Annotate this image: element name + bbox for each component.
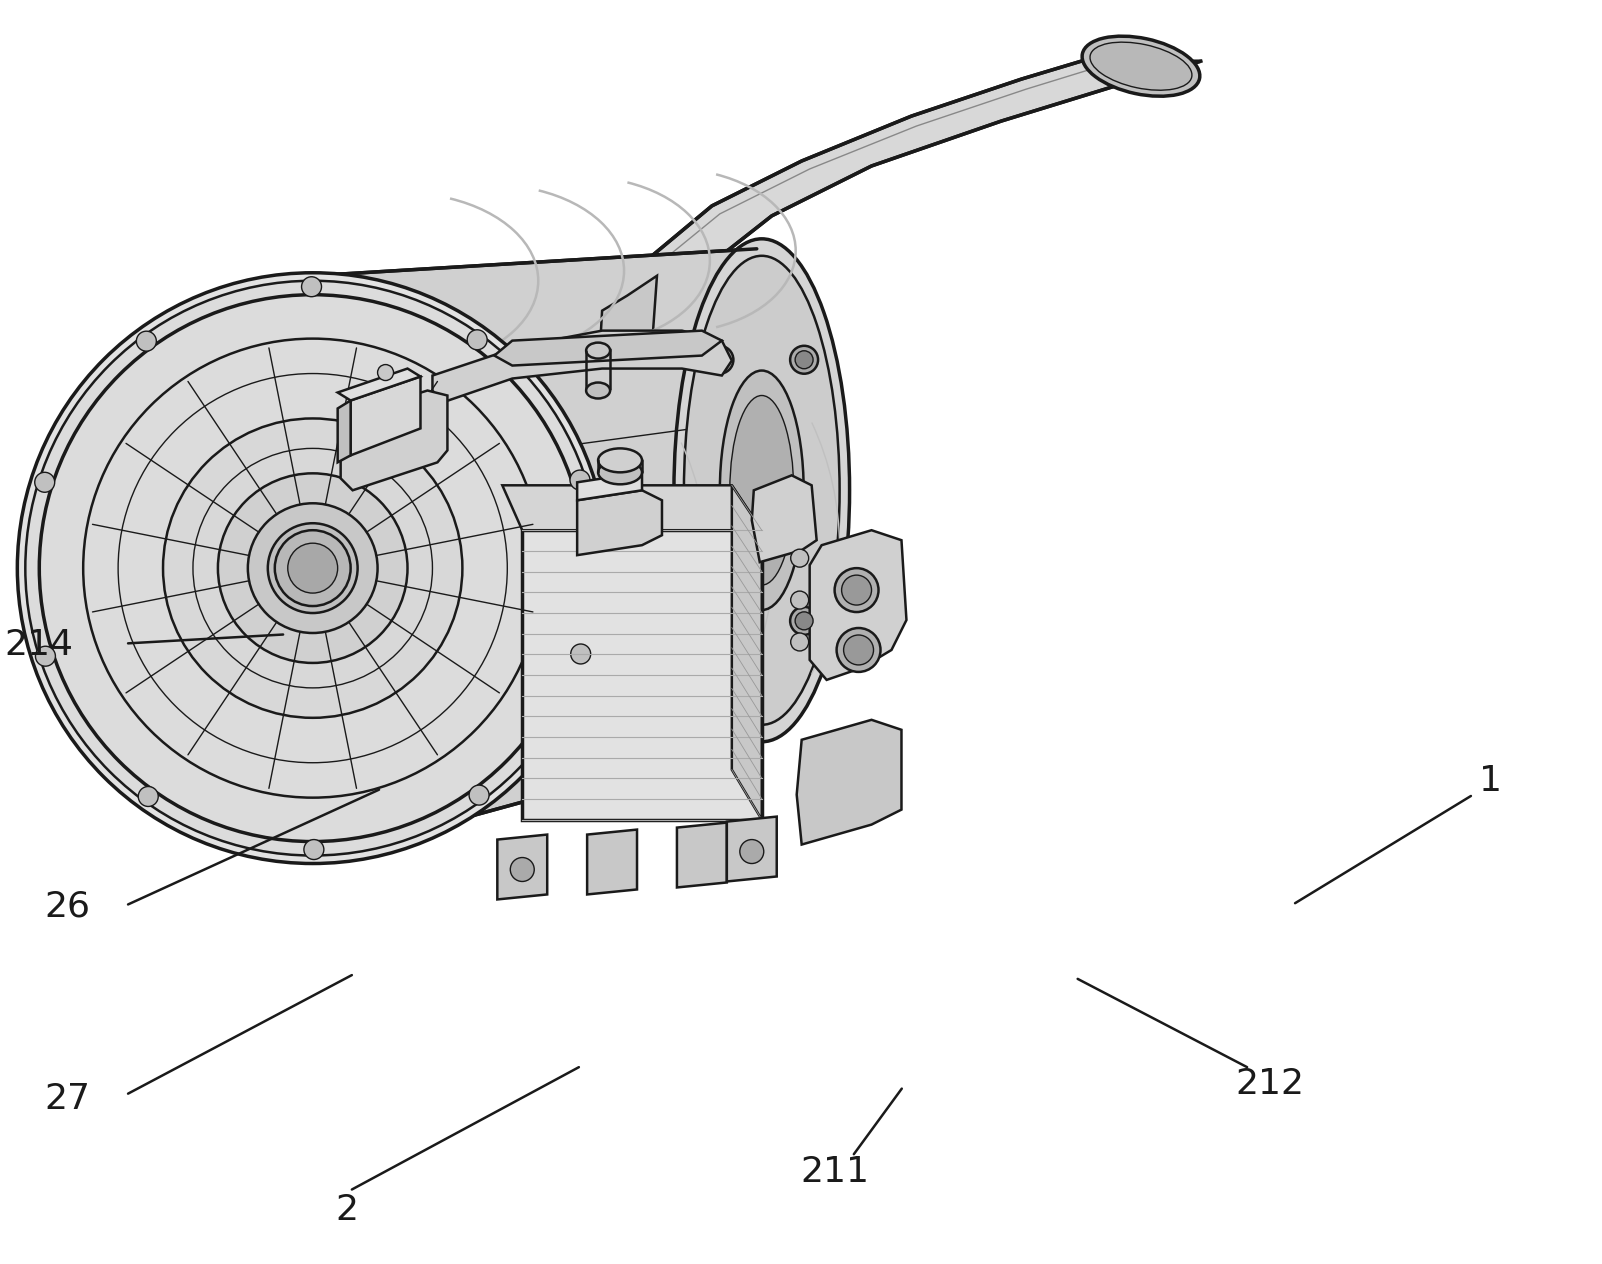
Polygon shape — [351, 377, 420, 455]
Ellipse shape — [138, 786, 159, 806]
Polygon shape — [503, 485, 763, 530]
Ellipse shape — [570, 643, 591, 664]
Polygon shape — [577, 473, 642, 501]
Polygon shape — [751, 475, 817, 562]
Ellipse shape — [288, 544, 338, 593]
Text: 26: 26 — [45, 890, 90, 924]
Polygon shape — [678, 823, 727, 887]
Polygon shape — [338, 401, 351, 463]
Ellipse shape — [684, 255, 839, 724]
Polygon shape — [594, 61, 1202, 340]
Text: 27: 27 — [45, 1082, 90, 1116]
Ellipse shape — [378, 364, 394, 380]
Ellipse shape — [844, 635, 873, 665]
Ellipse shape — [790, 607, 819, 635]
Ellipse shape — [468, 330, 487, 350]
Ellipse shape — [795, 612, 814, 629]
Polygon shape — [727, 817, 777, 881]
Ellipse shape — [836, 628, 881, 672]
Ellipse shape — [710, 612, 729, 629]
Polygon shape — [586, 829, 638, 895]
Ellipse shape — [163, 418, 463, 718]
Ellipse shape — [469, 785, 489, 805]
Polygon shape — [796, 719, 902, 844]
Ellipse shape — [674, 239, 849, 742]
Ellipse shape — [35, 473, 54, 492]
Ellipse shape — [841, 575, 871, 605]
Ellipse shape — [35, 646, 56, 666]
Ellipse shape — [710, 351, 729, 369]
Ellipse shape — [795, 351, 814, 369]
Polygon shape — [577, 490, 662, 555]
Polygon shape — [312, 249, 756, 860]
Ellipse shape — [598, 460, 642, 484]
Text: 2: 2 — [335, 1193, 359, 1226]
Text: 211: 211 — [799, 1155, 870, 1189]
Polygon shape — [338, 369, 420, 401]
Polygon shape — [341, 391, 447, 490]
Ellipse shape — [598, 449, 642, 473]
Polygon shape — [601, 276, 657, 360]
Ellipse shape — [790, 346, 819, 374]
Ellipse shape — [1081, 37, 1200, 96]
Polygon shape — [522, 530, 763, 819]
Ellipse shape — [791, 549, 809, 568]
Ellipse shape — [136, 331, 157, 351]
Ellipse shape — [511, 857, 533, 881]
Polygon shape — [433, 331, 732, 402]
Ellipse shape — [731, 396, 793, 585]
Ellipse shape — [791, 592, 809, 609]
Ellipse shape — [26, 281, 601, 856]
Polygon shape — [497, 834, 548, 900]
Ellipse shape — [719, 370, 804, 611]
Text: 212: 212 — [1235, 1067, 1304, 1101]
Ellipse shape — [304, 839, 324, 860]
Ellipse shape — [218, 473, 407, 662]
Ellipse shape — [1089, 42, 1192, 90]
Ellipse shape — [791, 633, 809, 651]
Ellipse shape — [835, 568, 878, 612]
Polygon shape — [495, 331, 723, 365]
Ellipse shape — [570, 470, 590, 490]
Ellipse shape — [740, 839, 764, 863]
Polygon shape — [809, 530, 907, 680]
Text: 1: 1 — [1479, 763, 1501, 798]
Ellipse shape — [705, 346, 734, 374]
Text: 214: 214 — [5, 628, 74, 661]
Ellipse shape — [586, 383, 610, 398]
Ellipse shape — [248, 503, 378, 633]
Polygon shape — [732, 485, 763, 819]
Ellipse shape — [276, 530, 351, 605]
Ellipse shape — [268, 523, 357, 613]
Ellipse shape — [705, 607, 734, 635]
Ellipse shape — [18, 273, 609, 863]
Ellipse shape — [301, 277, 322, 297]
Ellipse shape — [586, 343, 610, 359]
